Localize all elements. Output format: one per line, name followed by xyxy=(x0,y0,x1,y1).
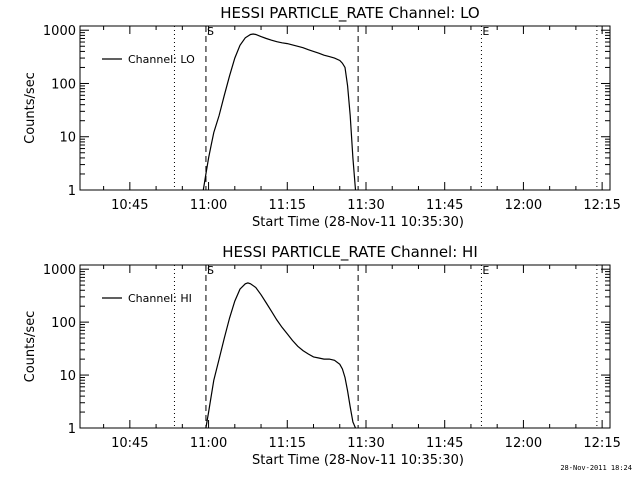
y-tick-label: 10 xyxy=(59,131,76,146)
x-tick-label: 11:15 xyxy=(269,436,306,451)
x-tick-label: 12:00 xyxy=(505,198,542,213)
x-tick-label: 12:15 xyxy=(583,436,620,451)
x-tick-label: 10:45 xyxy=(111,436,148,451)
chart-panel-lo: HESSI PARTICLE_RATE Channel: LO 10:45 11:0… xyxy=(23,4,621,230)
y-tick-label: 10 xyxy=(59,369,76,384)
x-tick-label: 11:15 xyxy=(269,198,306,213)
x-tick-label: 10:45 xyxy=(111,198,148,213)
legend-label: Channel: HI xyxy=(128,292,192,305)
x-tick-label: 12:15 xyxy=(583,198,620,213)
y-axis-label: Counts/sec xyxy=(23,311,38,383)
plot-frame xyxy=(79,25,611,191)
legend-label: Channel: LO xyxy=(128,53,195,66)
y-tick-label: 1000 xyxy=(43,263,76,278)
x-tick-label: 11:00 xyxy=(190,198,227,213)
series-line xyxy=(202,33,357,191)
x-tick-label: 11:00 xyxy=(190,436,227,451)
x-axis-label: Start Time (28-Nov-11 10:35:30) xyxy=(252,215,464,230)
x-tick-label: 11:45 xyxy=(426,436,463,451)
y-axis-label: Counts/sec xyxy=(23,72,38,144)
x-axis-label: Start Time (28-Nov-11 10:35:30) xyxy=(252,453,464,468)
marker-label: E xyxy=(482,264,489,277)
y-tick-label: 100 xyxy=(51,316,76,331)
x-tick-label: 11:30 xyxy=(347,436,384,451)
marker-label: E xyxy=(482,25,489,38)
plot-timestamp: 28-Nov-2011 18:24 xyxy=(560,464,632,472)
y-tick-label: 1 xyxy=(68,184,76,199)
marker-label: S xyxy=(207,264,214,277)
y-tick-label: 1000 xyxy=(43,24,76,39)
marker-label: S xyxy=(207,25,214,38)
y-tick-label: 1 xyxy=(68,422,76,437)
x-tick-label: 11:30 xyxy=(347,198,384,213)
chart-panel-hi: HESSI PARTICLE_RATE Channel: HI 10:45 11:0… xyxy=(23,243,621,468)
x-tick-label: 12:00 xyxy=(505,436,542,451)
y-tick-label: 100 xyxy=(51,77,76,92)
plot-frame xyxy=(79,264,611,429)
chart-title: HESSI PARTICLE_RATE Channel: LO xyxy=(220,4,479,23)
series-line xyxy=(205,282,357,429)
x-tick-label: 11:45 xyxy=(426,198,463,213)
chart-title: HESSI PARTICLE_RATE Channel: HI xyxy=(222,243,478,262)
